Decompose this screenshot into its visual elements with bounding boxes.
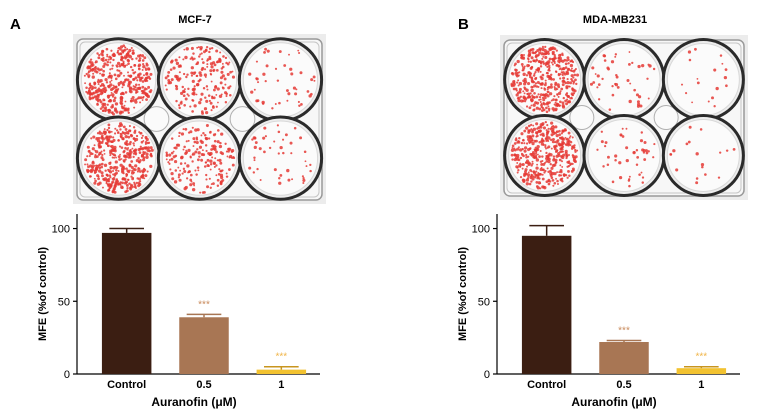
x-axis-label: Auranofin (μM) xyxy=(571,395,656,409)
plate-well xyxy=(156,37,243,123)
x-tick-label: 1 xyxy=(698,379,704,391)
x-tick-label: 1 xyxy=(278,379,284,391)
y-tick-label: 0 xyxy=(484,369,490,381)
x-tick-label: 0.5 xyxy=(616,379,631,391)
plate-well xyxy=(75,115,162,201)
panel-letter-a: A xyxy=(10,16,21,33)
photo-title-mdamb231: MDA-MB231 xyxy=(582,14,648,26)
y-axis-label: MFE (%of control) xyxy=(37,247,49,341)
x-tick-label: Control xyxy=(527,379,566,391)
y-tick-label: 50 xyxy=(58,296,70,308)
plate-well xyxy=(156,115,243,201)
plate-hole xyxy=(229,106,256,132)
plate-photo-mdamb231 xyxy=(500,35,748,200)
plate-photo-mcf7 xyxy=(73,34,326,204)
bar-3 xyxy=(676,368,727,374)
plate-well xyxy=(661,38,745,122)
error-bar xyxy=(264,365,299,370)
bar-3 xyxy=(256,369,307,374)
photo-title-mcf7: MCF-7 xyxy=(178,14,212,26)
error-bar xyxy=(684,365,719,369)
plate-hole xyxy=(653,105,679,130)
y-axis-label: MFE (%of control) xyxy=(457,247,469,341)
y-tick-label: 100 xyxy=(52,224,70,236)
error-bar xyxy=(109,227,144,233)
x-axis-label: Auranofin (μM) xyxy=(151,395,236,409)
plate-well xyxy=(503,38,587,122)
plate-well xyxy=(75,37,162,123)
y-tick-label: 0 xyxy=(64,369,70,381)
significance-mark: *** xyxy=(198,299,210,310)
significance-mark: *** xyxy=(695,352,707,363)
significance-mark: *** xyxy=(618,326,630,337)
plate-well xyxy=(661,113,745,197)
x-tick-label: Control xyxy=(107,379,146,391)
plate-well xyxy=(582,38,666,122)
y-tick-label: 100 xyxy=(472,224,490,236)
y-tick-label: 50 xyxy=(478,296,490,308)
plate-hole xyxy=(569,105,595,130)
bar-1 xyxy=(101,232,152,374)
error-bar xyxy=(529,224,564,236)
plate-well xyxy=(237,37,324,123)
bar-2 xyxy=(599,342,649,374)
plate-well xyxy=(237,115,324,201)
panel-letter-b: B xyxy=(458,16,469,33)
plate-well xyxy=(582,113,666,197)
plate-well xyxy=(503,113,587,197)
significance-mark: *** xyxy=(275,352,287,363)
error-bar xyxy=(606,339,642,342)
bar-1 xyxy=(521,235,572,374)
x-tick-label: 0.5 xyxy=(196,379,211,391)
plate-hole xyxy=(143,106,170,132)
error-bar xyxy=(186,313,222,318)
bar-2 xyxy=(179,317,229,374)
